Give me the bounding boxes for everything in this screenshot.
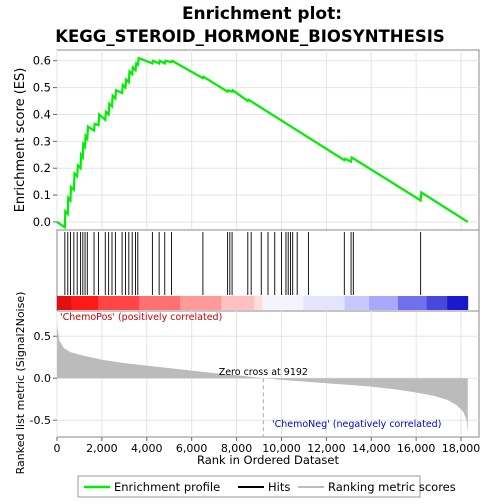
rank-x-tick-label: 4,000 (131, 442, 163, 455)
rank-color-segment (369, 296, 399, 310)
rank-color-segment (344, 296, 370, 310)
rank-y-tick-label: -0.5 (30, 414, 51, 427)
pos-correlated-label: 'ChemoPos' (positively correlated) (60, 312, 222, 323)
rank-x-tick-label: 8,000 (221, 442, 253, 455)
rank-color-segment (254, 296, 263, 310)
rank-color-segment (447, 296, 469, 310)
rank-color-bar (57, 296, 469, 310)
es-y-tick-label: 0.6 (33, 54, 51, 68)
es-y-tick-label: 0.2 (33, 161, 51, 175)
rank-y-tick-label: 0.0 (34, 372, 52, 385)
rank-x-axis-label: Rank in Ordered Dataset (197, 453, 340, 467)
es-y-ticks: 0.0 0.1 0.2 0.3 0.4 0.5 0.6 (33, 54, 57, 229)
enrichment-profile-line (56, 56, 469, 230)
ranking-metric-area (57, 323, 468, 433)
es-y-tick-label: 0.0 (33, 215, 51, 229)
rank-color-segment (98, 296, 140, 310)
rank-x-ticks: 0 2,000 4,000 6,000 8,000 10,000 12,000 14,000 1… (54, 437, 481, 455)
neg-correlated-label: 'ChemoNeg' (negatively correlated) (272, 419, 441, 430)
rank-x-tick-label: 18,000 (442, 442, 481, 455)
rank-color-segment (139, 296, 181, 310)
enrichment-profile-path (56, 56, 469, 230)
chart-title-line2: KEGG_STEROID_HORMONE_BIOSYNTHESIS (55, 27, 445, 46)
rank-color-segment (262, 296, 304, 310)
rank-x-tick-label: 12,000 (307, 442, 346, 455)
es-y-axis-label: Enrichment score (ES) (13, 68, 28, 213)
rank-x-tick-label: 6,000 (176, 442, 208, 455)
es-gridlines (56, 50, 479, 230)
es-y-tick-label: 0.4 (33, 107, 51, 121)
rank-x-tick-label: 0 (54, 442, 61, 455)
legend-label-ranking: Ranking metric scores (328, 480, 456, 494)
rank-x-tick-label: 2,000 (86, 442, 118, 455)
rank-color-segment (57, 296, 72, 310)
rank-x-tick-label: 10,000 (262, 442, 301, 455)
legend: Enrichment profile Hits Ranking metric s… (77, 475, 456, 498)
legend-label-hits: Hits (268, 480, 290, 494)
ranking-metric-panel: Zero cross at 9192 'ChemoPos' (positivel… (14, 292, 480, 475)
rank-y-tick-label: 0.5 (34, 330, 52, 343)
rank-x-tick-label: 16,000 (397, 442, 436, 455)
rank-color-segment (397, 296, 428, 310)
rank-color-segment (71, 296, 99, 310)
rank-color-segment (180, 296, 222, 310)
rank-color-segment (426, 296, 448, 310)
rank-color-segment (221, 296, 255, 310)
rank-x-tick-label: 14,000 (352, 442, 391, 455)
legend-label-profile: Enrichment profile (114, 480, 220, 494)
es-y-tick-label: 0.5 (33, 81, 51, 95)
es-y-tick-label: 0.3 (33, 134, 51, 148)
hit-markers (64, 232, 422, 295)
es-panel: 0.0 0.1 0.2 0.3 0.4 0.5 0.6 Enrichment score (… (13, 49, 480, 231)
rank-y-ticks: -0.5 0.0 0.5 (30, 330, 57, 427)
zero-cross-label: Zero cross at 9192 (219, 367, 308, 378)
rank-color-segment (303, 296, 345, 310)
rank-y-axis-label: Ranked list metric (Signal2Noise) (14, 292, 27, 475)
hits-panel (56, 229, 480, 312)
chart-title-line1: Enrichment plot: (182, 4, 342, 24)
es-y-tick-label: 0.1 (33, 188, 51, 202)
